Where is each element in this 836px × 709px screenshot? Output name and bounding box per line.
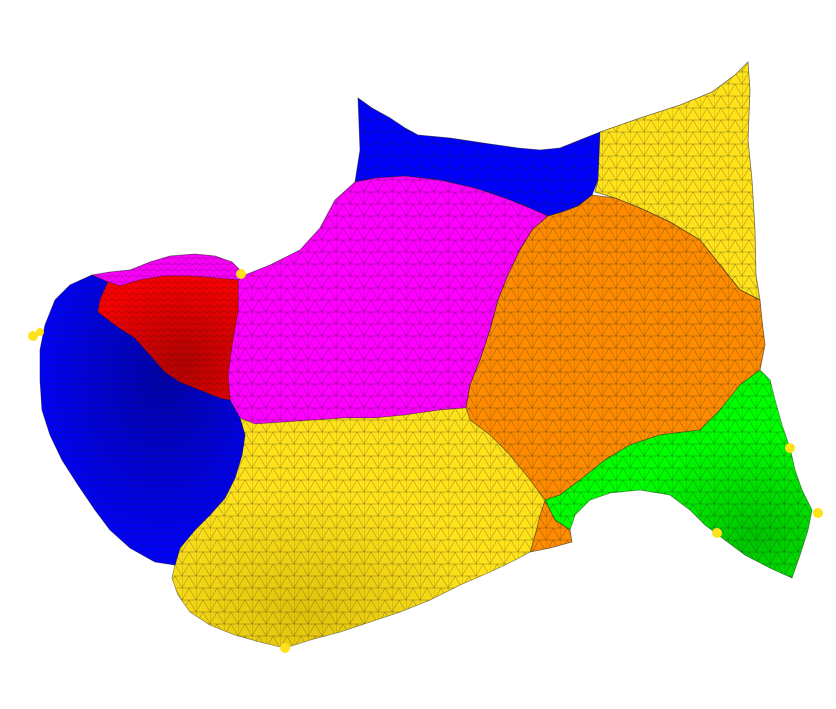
region-red-left <box>97 275 239 401</box>
marker-left-2 <box>36 328 44 336</box>
region-orange-center <box>465 194 766 501</box>
region-green-right <box>544 369 813 579</box>
marker-top <box>236 269 246 279</box>
marker-bottom <box>280 643 290 653</box>
marker-right-upper <box>785 443 795 453</box>
marker-right-lower <box>712 528 722 538</box>
boundary-markers <box>28 269 823 653</box>
region-blue-left <box>39 274 246 566</box>
mesh-regions <box>39 61 813 649</box>
marker-right-edge <box>813 508 823 518</box>
marker-left-1 <box>28 331 38 341</box>
region-yellow-bottom <box>171 407 546 649</box>
